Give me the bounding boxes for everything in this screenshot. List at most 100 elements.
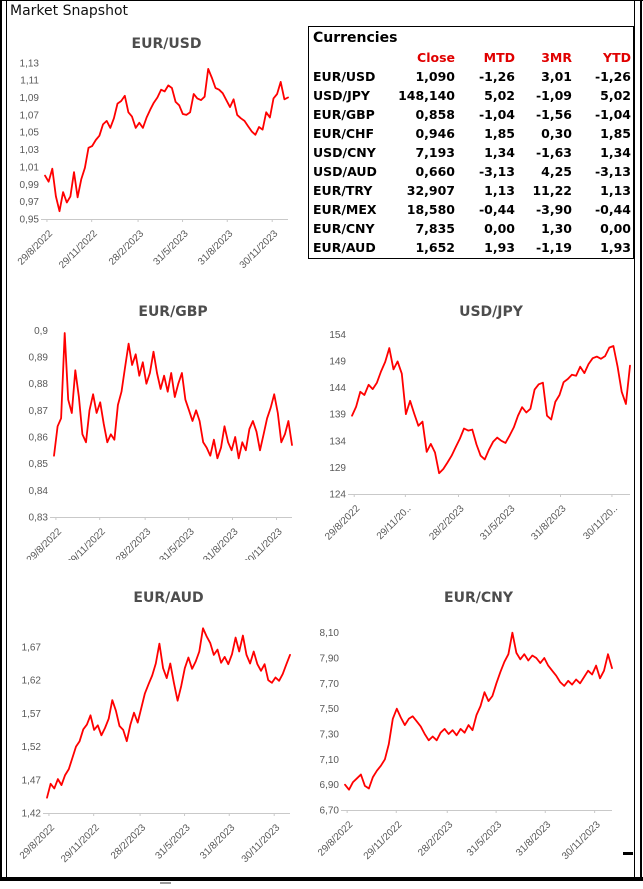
svg-text:28/2/2023: 28/2/2023 <box>114 526 154 560</box>
value-cell: 0,00 <box>484 221 515 236</box>
svg-text:29/11/2022: 29/11/2022 <box>59 822 102 865</box>
svg-text:29/8/2022: 29/8/2022 <box>318 819 356 859</box>
table-row: EUR/MEX 18,580 -0,44 -3,90 -0,44 <box>309 200 633 219</box>
value-cell: -3,13 <box>594 164 631 179</box>
table-row: EUR/USD 1,090 -1,26 3,01 -1,26 <box>309 67 633 86</box>
value-cell: 1,93 <box>484 240 515 255</box>
svg-text:30/11/20..: 30/11/20.. <box>581 503 620 542</box>
value-cell: 3,01 <box>541 69 572 84</box>
page-title: Market Snapshot <box>10 3 129 19</box>
chart-title-eur-gbp: EUR/GBP <box>138 304 208 320</box>
value-cell: 1,13 <box>484 183 515 198</box>
chart-title-eur-cny: EUR/CNY <box>444 590 513 606</box>
svg-text:31/5/2023: 31/5/2023 <box>153 822 193 862</box>
value-cell: 0,660 <box>415 164 455 179</box>
table-row: EUR/CNY 7,835 0,00 1,30 0,00 <box>309 219 633 238</box>
header-ytd: YTD <box>603 50 631 65</box>
svg-text:28/2/2023: 28/2/2023 <box>109 822 149 862</box>
value-cell: 7,835 <box>415 221 455 236</box>
svg-text:30/11/2023: 30/11/2023 <box>238 228 281 271</box>
usd-jpy-plot: 29/8/2022 29/11/20.. 28/2/2023 31/5/2023 31/… <box>323 330 631 543</box>
svg-text:30/11/2023: 30/11/2023 <box>560 819 603 862</box>
svg-text:31/5/2023: 31/5/2023 <box>478 503 518 543</box>
bottom-gray-tick <box>160 882 171 884</box>
svg-text:29/8/2022: 29/8/2022 <box>16 228 56 268</box>
eur-aud-plot: 29/8/2022 29/11/2022 28/2/2023 31/5/2023 31/… <box>18 627 291 865</box>
value-cell: 1,30 <box>541 221 572 236</box>
value-cell: -1,26 <box>478 69 515 84</box>
value-cell: 4,25 <box>541 164 572 179</box>
pair-cell: EUR/CHF <box>313 126 375 141</box>
svg-text:31/5/2023: 31/5/2023 <box>465 819 505 859</box>
window-border-left-inner <box>6 0 7 881</box>
svg-text:1,47: 1,47 <box>22 775 42 786</box>
svg-text:0,83: 0,83 <box>29 513 49 524</box>
header-mtd: MTD <box>483 50 515 65</box>
svg-text:1,09: 1,09 <box>20 93 40 104</box>
svg-text:29/11/20..: 29/11/20.. <box>375 503 414 542</box>
pair-cell: EUR/USD <box>313 69 376 84</box>
value-cell: 11,22 <box>532 183 572 198</box>
chart-title-eur-usd: EUR/USD <box>131 36 202 52</box>
svg-text:1,05: 1,05 <box>20 128 40 139</box>
svg-text:28/2/2023: 28/2/2023 <box>427 503 467 543</box>
eur-gbp-plot: 29/8/2022 29/11/2022 28/2/2023 31/5/2023 31/… <box>25 326 293 560</box>
value-cell: -1,26 <box>594 69 631 84</box>
value-cell: 1,93 <box>600 240 631 255</box>
header-3mr: 3MR <box>541 50 572 65</box>
value-cell: -3,13 <box>478 164 515 179</box>
value-cell: -3,90 <box>535 202 572 217</box>
svg-text:0,9: 0,9 <box>34 326 48 337</box>
scrollbar-dash[interactable] <box>623 852 633 855</box>
window-border-top <box>0 0 643 1</box>
svg-text:1,62: 1,62 <box>22 676 42 687</box>
chart-usd-jpy: USD/JPY 29/8/2022 29/11/20.. 28/2/2023 31/5… <box>318 296 640 560</box>
svg-text:129: 129 <box>329 463 346 474</box>
pair-cell: EUR/TRY <box>313 183 373 198</box>
svg-text:0,88: 0,88 <box>29 379 49 390</box>
svg-text:29/8/2022: 29/8/2022 <box>25 526 65 560</box>
value-cell: 1,34 <box>484 145 515 160</box>
header-empty <box>309 48 395 67</box>
svg-text:0,84: 0,84 <box>29 486 49 497</box>
value-cell: -1,04 <box>478 107 515 122</box>
svg-text:7,10: 7,10 <box>320 755 340 766</box>
value-cell: 7,193 <box>415 145 455 160</box>
svg-text:149: 149 <box>329 356 346 367</box>
value-cell: 0,30 <box>541 126 572 141</box>
pair-cell: USD/AUD <box>313 164 377 179</box>
value-cell: 1,090 <box>415 69 455 84</box>
svg-text:1,01: 1,01 <box>20 162 40 173</box>
value-cell: -0,44 <box>478 202 515 217</box>
eur-cny-plot: 29/8/2022 29/11/2022 28/2/2023 31/5/2023 31/… <box>318 628 613 862</box>
window-border-bottom <box>0 877 643 881</box>
table-title: Currencies <box>313 30 398 46</box>
value-cell: 0,00 <box>600 221 631 236</box>
value-cell: -0,44 <box>594 202 631 217</box>
chart-eur-gbp: EUR/GBP 29/8/2022 29/11/2022 28/2/2023 31/5… <box>8 296 308 560</box>
table-row: USD/JPY 148,140 5,02 -1,09 5,02 <box>309 86 633 105</box>
value-cell: 0,946 <box>415 126 455 141</box>
table-header-row: Close MTD 3MR YTD <box>309 48 633 67</box>
svg-text:6,70: 6,70 <box>320 806 340 817</box>
svg-text:0,87: 0,87 <box>29 406 49 417</box>
value-cell: -1,09 <box>535 88 572 103</box>
svg-text:29/11/2022: 29/11/2022 <box>362 819 405 862</box>
svg-text:0,99: 0,99 <box>20 180 40 191</box>
svg-text:134: 134 <box>329 436 346 447</box>
chart-eur-usd: EUR/USD 29/8/2022 29/11/2022 28/2/2023 31/5… <box>8 30 308 280</box>
window-border-left-outer <box>0 0 2 881</box>
value-cell: 1,652 <box>415 240 455 255</box>
svg-text:31/8/2023: 31/8/2023 <box>514 819 554 859</box>
svg-text:7,70: 7,70 <box>320 679 340 690</box>
currencies-table: Currencies Close MTD 3MR YTD EUR/USD 1,09… <box>308 26 634 259</box>
table-row: EUR/TRY 32,907 1,13 11,22 1,13 <box>309 181 633 200</box>
svg-text:31/8/2023: 31/8/2023 <box>196 228 236 268</box>
svg-text:1,42: 1,42 <box>22 809 42 820</box>
value-cell: 1,13 <box>600 183 631 198</box>
svg-text:0,97: 0,97 <box>20 197 40 208</box>
svg-text:30/11/2023: 30/11/2023 <box>240 822 283 865</box>
svg-text:1,03: 1,03 <box>20 145 40 156</box>
chart-eur-aud: EUR/AUD 29/8/2022 29/11/2022 28/2/2023 31/5… <box>8 576 310 877</box>
svg-text:154: 154 <box>329 330 346 341</box>
